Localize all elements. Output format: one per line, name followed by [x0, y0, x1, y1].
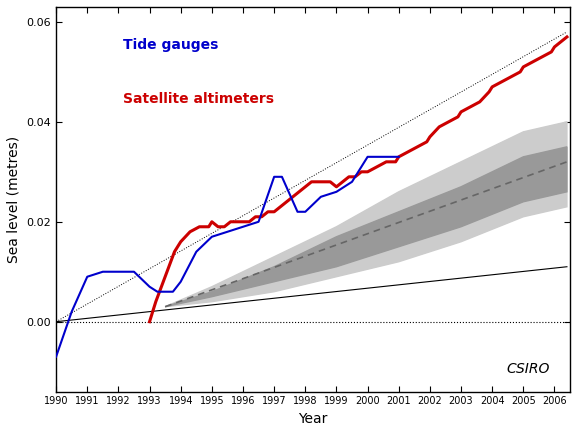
Polygon shape: [165, 147, 567, 307]
Text: CSIRO: CSIRO: [506, 362, 549, 376]
Polygon shape: [165, 122, 567, 307]
Text: Tide gauges: Tide gauges: [123, 38, 218, 52]
X-axis label: Year: Year: [298, 412, 328, 426]
Y-axis label: Sea level (metres): Sea level (metres): [7, 136, 21, 263]
Text: Satellite altimeters: Satellite altimeters: [123, 91, 274, 106]
